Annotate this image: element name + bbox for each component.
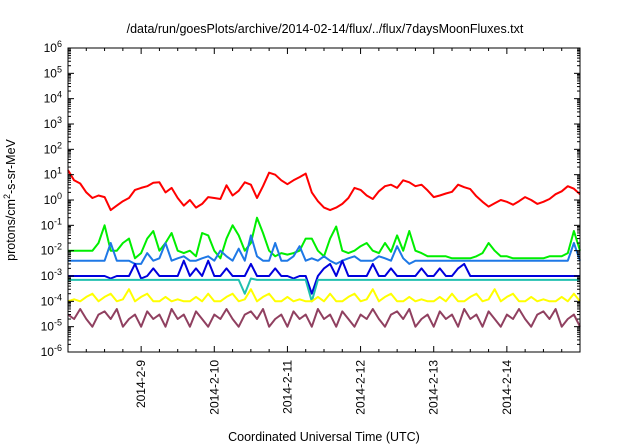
y-tick-label: 10-4	[41, 292, 62, 308]
y-axis-label-sup: 2	[2, 194, 12, 199]
x-tick-label: 2014-2-14	[500, 360, 514, 415]
y-tick-label: 106	[44, 39, 62, 55]
series-line-5	[68, 277, 580, 303]
y-tick-label: 101	[44, 166, 62, 182]
y-axis-label-rest: -s-sr-MeV	[4, 138, 18, 194]
series-line-1	[67, 169, 581, 212]
series-line-2	[68, 216, 581, 260]
y-axis-label-base: protons/cm	[4, 199, 18, 261]
y-axis-label: protons/cm2-s-sr-MeV	[2, 138, 18, 260]
x-axis: 2014-2-9 2014-2-10 2014-2-11 2014-2-12 2014-…	[67, 48, 581, 415]
x-tick-label: 2014-2-10	[207, 360, 221, 415]
y-tick-label: 10-3	[41, 267, 62, 283]
series-layer	[67, 169, 581, 328]
y-axis: 10-6 10-5 10-4 10-3 10-2 10-1 100 101 102 103 104 1…	[41, 39, 580, 359]
y-tick-label: 10-6	[41, 343, 62, 359]
series-line-6	[67, 288, 581, 303]
series-line-4	[68, 259, 580, 295]
x-tick-label: 2014-2-11	[280, 360, 294, 414]
y-tick-label: 104	[44, 90, 62, 106]
y-tick-label: 103	[44, 115, 62, 131]
y-tick-label: 10-1	[41, 216, 62, 232]
y-tick-label: 105	[44, 64, 62, 80]
y-tick-label: 102	[44, 140, 62, 156]
x-tick-label: 2014-2-13	[427, 360, 441, 415]
series-line-3	[68, 234, 581, 265]
series-line-7	[67, 308, 581, 328]
y-tick-label: 100	[44, 191, 62, 207]
y-tick-label: 10-2	[41, 242, 62, 258]
x-axis-label: Coordinated Universal Time (UTC)	[228, 430, 420, 444]
x-tick-label: 2014-2-12	[354, 360, 368, 415]
y-tick-label: 10-5	[41, 318, 62, 334]
x-tick-label: 2014-2-9	[134, 360, 148, 408]
chart-title: /data/run/goesPlots/archive/2014-02-14/f…	[127, 22, 524, 36]
